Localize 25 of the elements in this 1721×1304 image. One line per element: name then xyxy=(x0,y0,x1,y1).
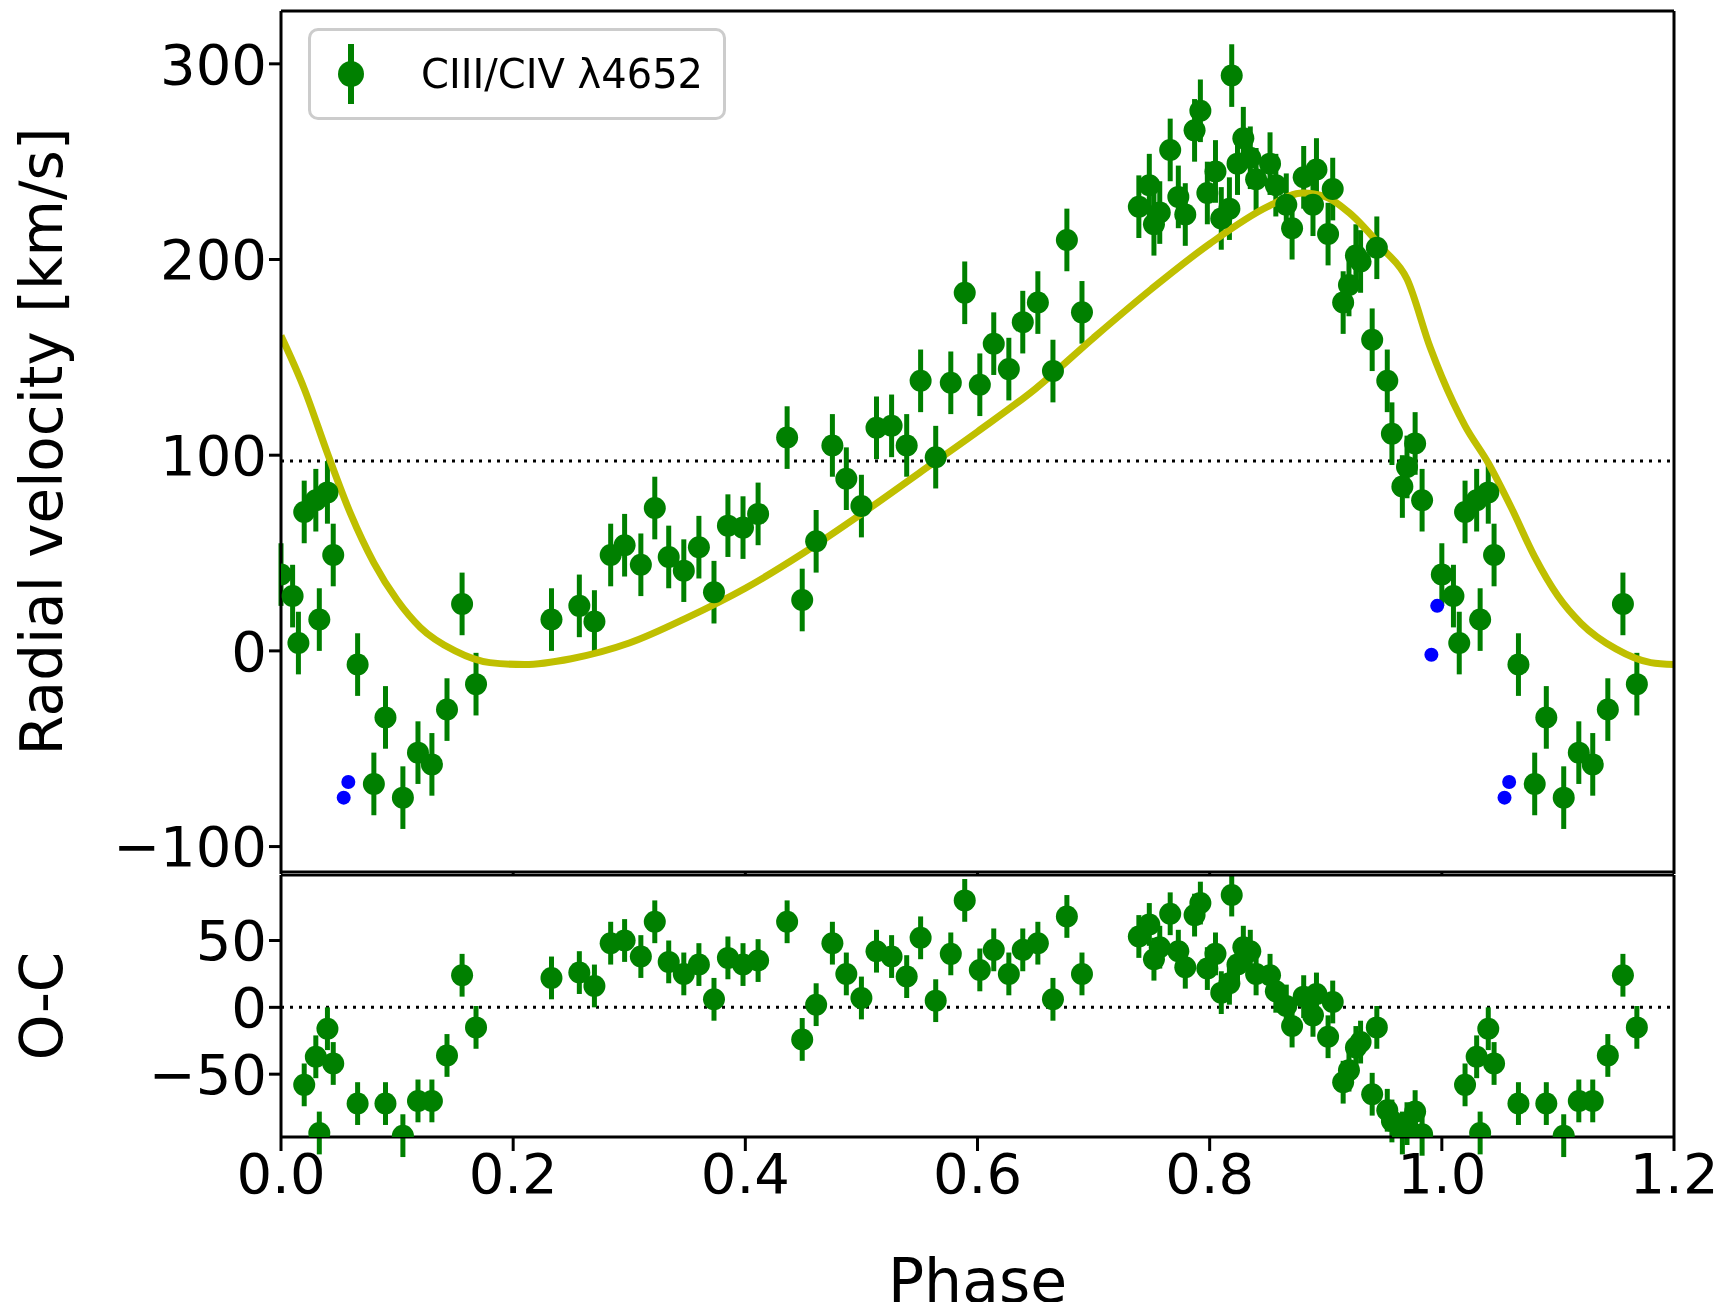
x-tick-label: 1.2 xyxy=(1629,1140,1719,1206)
x-tick-label: 0.8 xyxy=(1165,1140,1255,1206)
x-tick-label: 0.2 xyxy=(468,1140,558,1206)
point xyxy=(1497,790,1512,805)
y-tick-label: 200 xyxy=(160,227,267,293)
legend-label: CIII/CIV λ4652 xyxy=(421,51,704,97)
x-tick-label: 0.0 xyxy=(236,1140,326,1206)
point xyxy=(1430,598,1445,613)
y-tick-label: 100 xyxy=(160,423,267,489)
y-tick-label: 300 xyxy=(160,31,267,97)
x-axis-title: Phase xyxy=(887,1246,1068,1304)
y-tick-label: −100 xyxy=(113,814,267,880)
y-tick-label: 50 xyxy=(195,908,267,974)
x-tick-label: 0.4 xyxy=(700,1140,790,1206)
point xyxy=(341,774,356,789)
x-tick-label: 0.6 xyxy=(932,1140,1023,1206)
x-tick-label: 1.0 xyxy=(1397,1140,1487,1206)
y-axis-title: O-C xyxy=(8,951,76,1061)
point xyxy=(336,790,351,805)
point xyxy=(1502,774,1517,789)
y-axis-title: Radial velocity [km/s] xyxy=(8,127,76,756)
point xyxy=(1424,647,1439,662)
y-tick-label: 0 xyxy=(231,975,267,1041)
y-tick-label: 0 xyxy=(231,618,267,684)
y-tick-label: −50 xyxy=(148,1042,267,1108)
